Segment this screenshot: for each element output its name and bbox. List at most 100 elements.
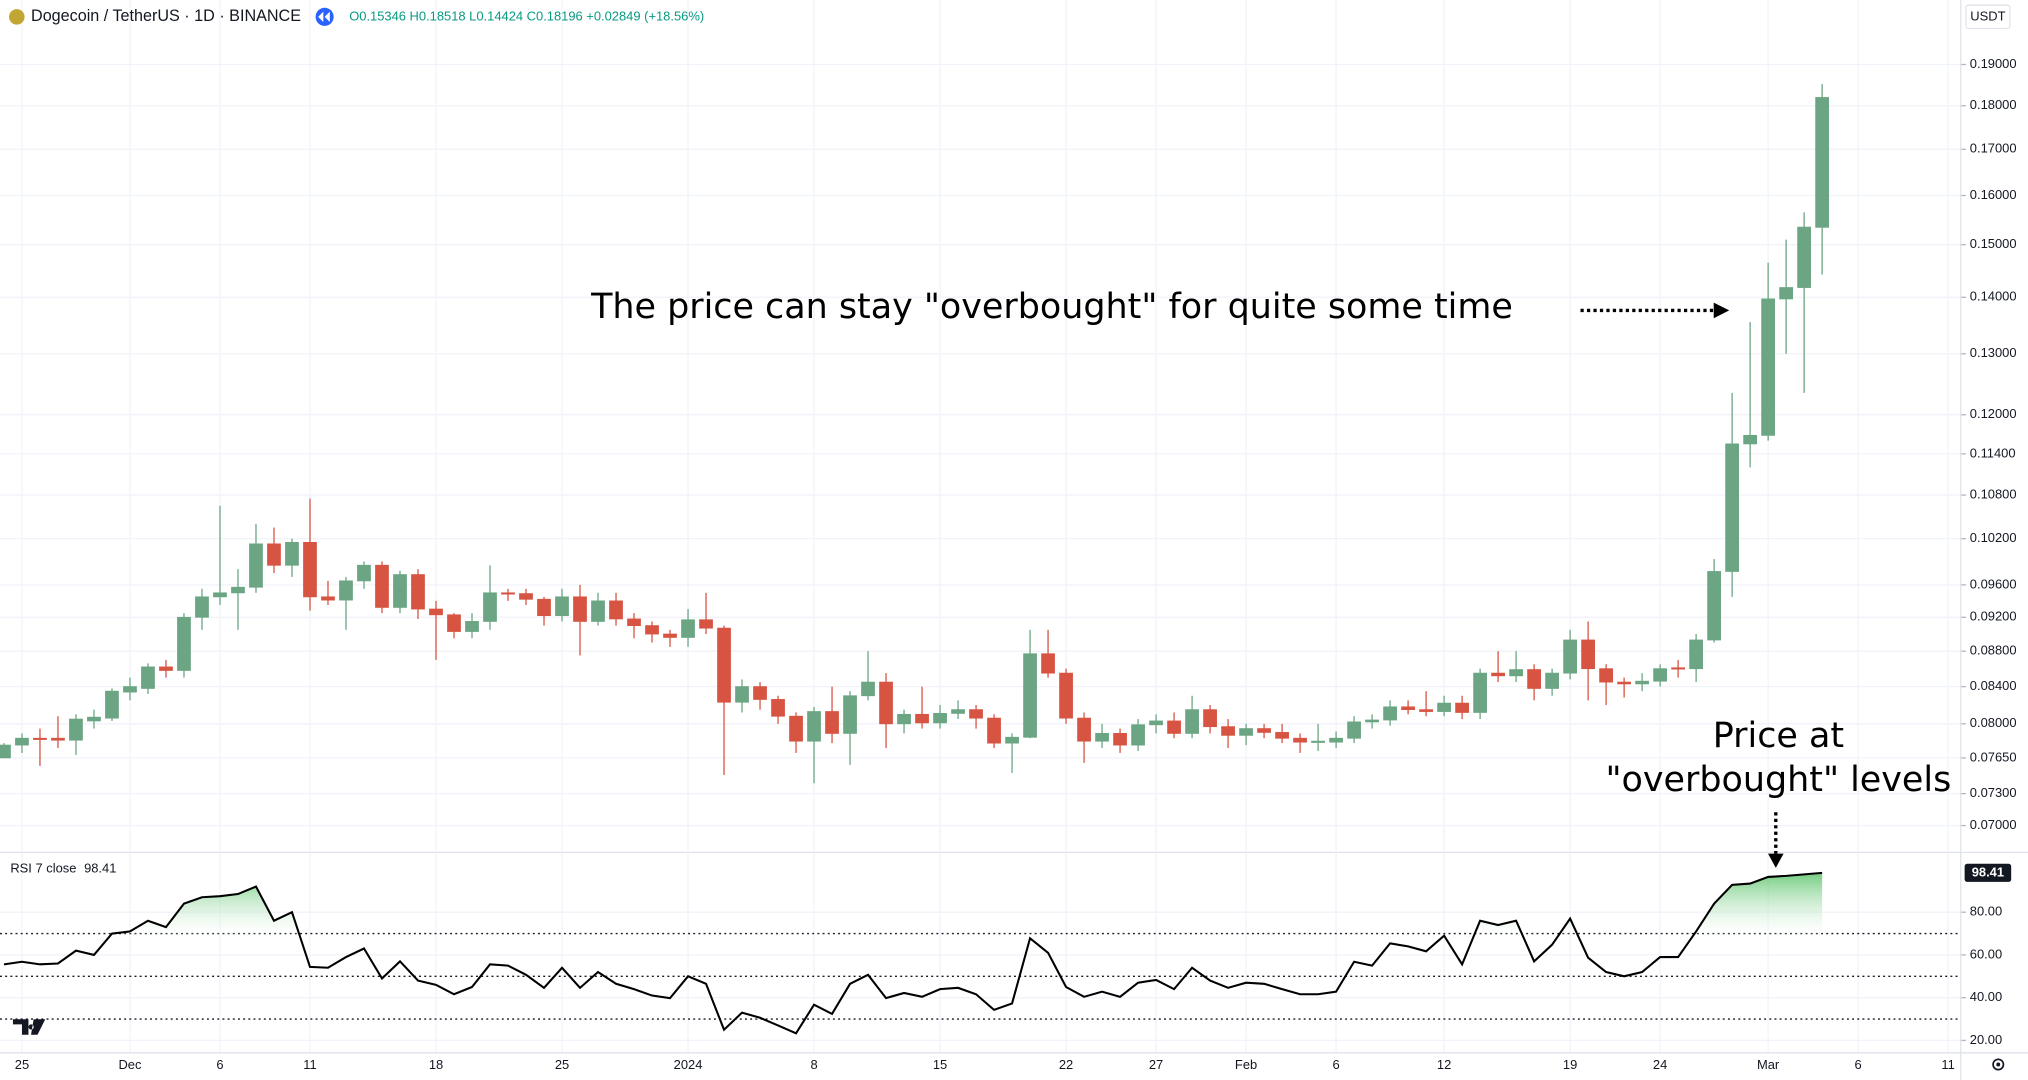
candle-body — [1455, 702, 1469, 713]
annotation-arrowhead — [1768, 853, 1784, 868]
candle-body — [1527, 669, 1541, 689]
y-tick-label: 80.00 — [1970, 904, 2002, 919]
overbought-fill — [111, 872, 1823, 934]
candle-body — [1077, 717, 1091, 742]
logo[interactable] — [12, 1019, 46, 1035]
candle-body — [1149, 720, 1163, 726]
candle-body — [519, 593, 533, 600]
candle-body — [1761, 298, 1775, 436]
candle-body — [663, 633, 677, 638]
candle-body — [375, 564, 389, 608]
candle-body — [1329, 737, 1343, 743]
candle-body — [0, 744, 11, 759]
last-value-badge — [1964, 863, 2012, 882]
candle-body — [915, 713, 929, 724]
candle-body — [951, 709, 965, 714]
y-tick-label: 0.08400 — [1970, 678, 2017, 693]
y-tick-label: 0.08800 — [1970, 643, 2017, 658]
candle-body — [735, 686, 749, 703]
candle-body — [537, 598, 551, 617]
candle-body — [1311, 740, 1325, 743]
x-tick-label: 2024 — [674, 1057, 703, 1072]
candle-body — [609, 600, 623, 620]
candle-body — [1275, 732, 1289, 739]
candle-body — [141, 666, 155, 689]
y-tick-label: 0.13000 — [1970, 345, 2017, 360]
x-tick-label: Mar — [1757, 1057, 1780, 1072]
candle-body — [1365, 719, 1379, 723]
y-tick-label: 0.14000 — [1970, 289, 2017, 304]
candle-body — [213, 592, 227, 598]
y-tick-label: 0.10200 — [1970, 530, 2017, 545]
y-tick-label: 0.10800 — [1970, 486, 2017, 501]
candle-body — [879, 681, 893, 725]
candle-body — [843, 695, 857, 734]
candle-body — [87, 716, 101, 722]
candle-body — [1221, 726, 1235, 736]
candle-body — [1671, 667, 1685, 670]
candle-body — [1059, 672, 1073, 719]
candle-body — [1005, 736, 1019, 744]
candle-body — [591, 600, 605, 622]
annotation: Price at — [1713, 716, 1844, 756]
annotation: The price can stay "overbought" for quit… — [590, 287, 1513, 327]
y-tick-label: 60.00 — [1970, 946, 2002, 961]
candle-body — [339, 580, 353, 601]
settings-icon-center — [1996, 1062, 2001, 1067]
candle-body — [357, 564, 371, 582]
y-tick-label: 0.08000 — [1970, 715, 2017, 730]
candle-body — [1815, 97, 1830, 228]
candle-body — [1419, 709, 1433, 712]
candle-body — [1401, 706, 1415, 711]
candle-body — [321, 596, 335, 601]
y-tick-label: 0.17000 — [1970, 141, 2017, 156]
candle-body — [1185, 709, 1199, 734]
candle-body — [1617, 681, 1631, 685]
y-tick-label: 0.18000 — [1970, 97, 2017, 112]
candle-body — [195, 596, 209, 618]
candle-body — [1725, 443, 1739, 572]
candle-body — [1203, 709, 1217, 728]
marks — [0, 84, 1830, 1035]
candle-body — [1347, 721, 1361, 739]
y-tick-label: 0.15000 — [1970, 236, 2017, 251]
candle-body — [717, 627, 731, 703]
x-tick-label: Dec — [118, 1057, 142, 1072]
candle-body — [411, 574, 425, 610]
candle-body — [1653, 668, 1667, 682]
x-tick-label: 22 — [1059, 1057, 1073, 1072]
candle-body — [1509, 669, 1523, 677]
candle-body — [1293, 737, 1307, 743]
x-tick-label: 6 — [216, 1057, 223, 1072]
candle-body — [1743, 434, 1757, 445]
y-tick-label: 0.11400 — [1970, 445, 2016, 460]
settings-icon[interactable] — [1992, 1058, 2005, 1071]
candle-body — [627, 618, 641, 627]
candle-body — [897, 713, 911, 725]
currency-box[interactable] — [1965, 4, 2011, 30]
candle-body — [393, 574, 407, 608]
coin-icon — [9, 9, 25, 25]
candle-body — [429, 608, 443, 616]
x-tick-label: 6 — [1332, 1057, 1339, 1072]
candle-body — [645, 625, 659, 635]
candle-body — [753, 686, 767, 700]
candle-body — [1167, 720, 1181, 734]
candle-body — [699, 619, 713, 629]
candle-body — [1707, 571, 1721, 641]
x-tick-label: 27 — [1149, 1057, 1163, 1072]
candle-body — [177, 616, 191, 671]
candle-body — [1383, 706, 1397, 721]
y-tick-label: 0.16000 — [1970, 187, 2017, 202]
candle-body — [1797, 226, 1811, 288]
y-tick-label: 0.09200 — [1970, 609, 2017, 624]
candle-body — [681, 619, 695, 638]
candle-body — [1491, 672, 1505, 677]
candle-body — [69, 718, 83, 741]
labels: 25 Dec 6 11 18 25 2024 8 15 22 27 Feb 6 12 19 24 Mar 6 11 0… — [15, 56, 2017, 1072]
candle-body — [555, 596, 569, 617]
x-tick-label: 25 — [15, 1057, 29, 1072]
y-tick-label: 0.07000 — [1970, 817, 2017, 832]
candle-body — [969, 709, 983, 719]
